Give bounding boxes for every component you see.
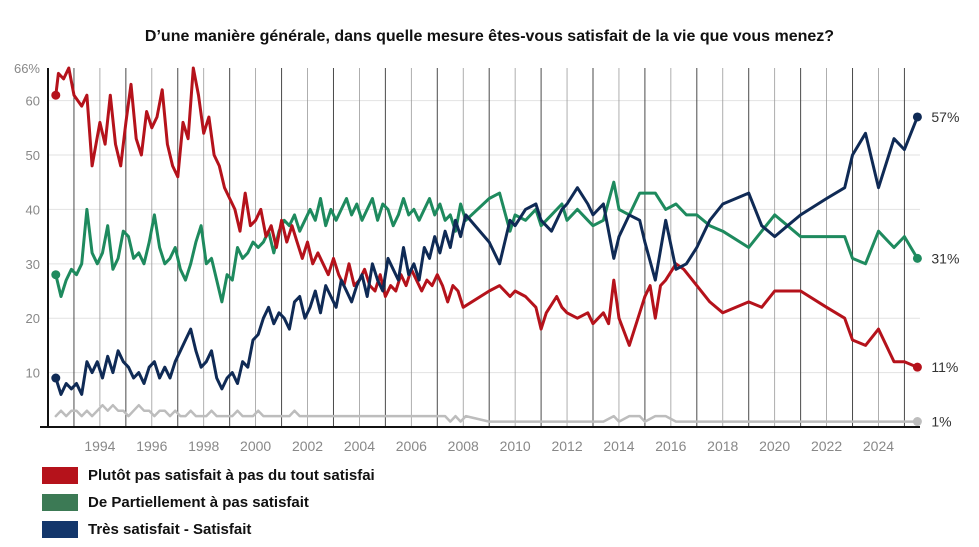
series-end-point xyxy=(912,417,922,427)
legend-item: Plutôt pas satisfait à pas du tout satis… xyxy=(42,462,375,488)
end-value-label: 11% xyxy=(931,359,958,375)
series-end-point xyxy=(912,112,922,122)
y-tick-label: 60 xyxy=(26,94,40,109)
y-tick-label: 20 xyxy=(26,311,40,326)
legend-label: De Partiellement à pas satisfait xyxy=(88,493,309,511)
legend-label: Très satisfait - Satisfait xyxy=(88,520,252,538)
x-tick-label: 2014 xyxy=(603,438,634,454)
end-value-label: 1% xyxy=(931,414,951,430)
y-tick-label: 66% xyxy=(14,61,40,76)
legend: Plutôt pas satisfait à pas du tout satis… xyxy=(42,462,375,543)
x-tick-label: 1994 xyxy=(84,438,115,454)
gridlines xyxy=(48,68,920,427)
chart-title: D’une manière générale, dans quelle mesu… xyxy=(144,28,835,45)
end-value-label: 31% xyxy=(931,250,959,266)
legend-swatch xyxy=(42,493,78,511)
x-tick-label: 2012 xyxy=(551,438,582,454)
series-line xyxy=(54,180,919,304)
series-line xyxy=(54,66,919,369)
x-tick-label: 2000 xyxy=(240,438,271,454)
legend-label: Plutôt pas satisfait à pas du tout satis… xyxy=(88,466,375,484)
y-tick-label: 10 xyxy=(26,366,40,381)
x-tick-label: 2024 xyxy=(863,438,894,454)
x-tick-label: 2002 xyxy=(292,438,323,454)
end-labels: 11% 31% 57% 1% xyxy=(931,109,959,430)
series-start-point xyxy=(51,373,61,383)
series-start-point xyxy=(51,270,61,280)
series-start-point xyxy=(51,90,61,100)
x-tick-label: 2018 xyxy=(707,438,738,454)
y-tick-label: 40 xyxy=(26,202,40,217)
legend-swatch xyxy=(42,466,78,484)
x-tick-label: 2004 xyxy=(344,438,375,454)
x-tick-label: 1998 xyxy=(188,438,219,454)
x-tick-label: 1996 xyxy=(136,438,167,454)
series-line xyxy=(54,115,919,396)
x-tick-label: 2020 xyxy=(759,438,790,454)
y-tick-label: 50 xyxy=(26,148,40,163)
legend-item: De Partiellement à pas satisfait xyxy=(42,489,375,515)
axes: 10 20 30 40 50 60 66% 1994 1996 1998 2000 2002 2004 2… xyxy=(14,61,920,454)
y-tick-label: 30 xyxy=(26,257,40,272)
x-tick-label: 2022 xyxy=(811,438,842,454)
x-tick-label: 2008 xyxy=(448,438,479,454)
series-end-point xyxy=(912,253,922,263)
end-value-label: 57% xyxy=(931,109,959,125)
x-tick-label: 2016 xyxy=(655,438,686,454)
legend-swatch xyxy=(42,520,78,538)
series-line xyxy=(54,403,919,423)
series-end-point xyxy=(912,362,922,372)
x-tick-label: 2006 xyxy=(396,438,427,454)
legend-item: Très satisfait - Satisfait xyxy=(42,516,375,542)
series-lines xyxy=(51,66,922,427)
x-tick-label: 2010 xyxy=(500,438,531,454)
